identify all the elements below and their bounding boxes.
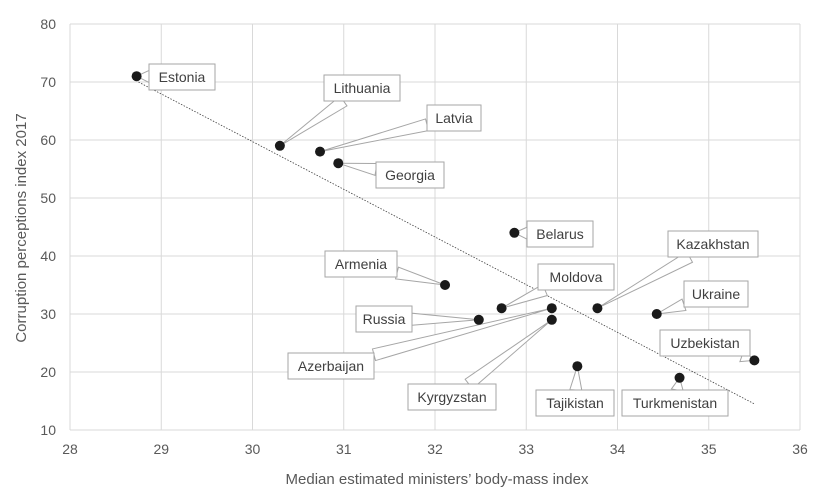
point-label: Uzbekistan bbox=[670, 335, 739, 351]
callout-box bbox=[526, 220, 594, 248]
callout-box bbox=[683, 280, 749, 308]
x-tick-label: 32 bbox=[427, 441, 443, 457]
callout-box bbox=[407, 383, 497, 411]
callout-box bbox=[426, 104, 482, 132]
data-point bbox=[546, 314, 557, 325]
callout-box bbox=[537, 263, 615, 291]
callout-box bbox=[659, 329, 751, 357]
data-point bbox=[333, 158, 344, 169]
callout-box bbox=[621, 389, 729, 417]
point-label: Moldova bbox=[550, 269, 603, 285]
y-tick-label: 30 bbox=[40, 306, 56, 322]
callout: Georgia bbox=[338, 161, 445, 189]
x-tick-label: 31 bbox=[336, 441, 352, 457]
data-point bbox=[496, 303, 507, 314]
data-point bbox=[131, 71, 142, 82]
callout-box bbox=[535, 389, 615, 417]
callout-box bbox=[324, 250, 398, 278]
data-point bbox=[749, 355, 760, 366]
y-tick-label: 60 bbox=[40, 132, 56, 148]
data-point bbox=[440, 280, 451, 290]
callout: Kyrgyzstan bbox=[407, 319, 553, 411]
point-label: Estonia bbox=[159, 69, 206, 85]
data-point bbox=[592, 303, 603, 314]
callout-box bbox=[148, 63, 216, 91]
x-tick-label: 30 bbox=[245, 441, 261, 457]
data-points bbox=[131, 71, 760, 383]
point-label: Kyrgyzstan bbox=[417, 389, 486, 405]
callout-box bbox=[667, 230, 759, 258]
point-label: Russia bbox=[363, 311, 406, 327]
point-label: Lithuania bbox=[334, 80, 391, 96]
y-tick-label: 20 bbox=[40, 364, 56, 380]
callout: Uzbekistan bbox=[659, 329, 756, 363]
data-point bbox=[473, 314, 484, 325]
point-label: Ukraine bbox=[692, 286, 740, 302]
callout: Lithuania bbox=[279, 74, 401, 147]
y-tick-label: 40 bbox=[40, 248, 56, 264]
data-point bbox=[674, 372, 685, 383]
callout: Moldova bbox=[501, 263, 615, 309]
callout: Turkmenistan bbox=[621, 376, 729, 417]
x-tick-label: 29 bbox=[153, 441, 169, 457]
point-callouts: Estonia Lithuania Latvia Georgia Belarus Arme… bbox=[135, 63, 759, 417]
callout: Ukraine bbox=[656, 280, 749, 315]
data-point bbox=[315, 146, 326, 157]
y-tick-label: 80 bbox=[40, 16, 56, 32]
point-label: Belarus bbox=[536, 226, 583, 242]
y-tick-label: 70 bbox=[40, 74, 56, 90]
point-label: Tajikistan bbox=[546, 395, 604, 411]
data-point bbox=[546, 303, 557, 314]
callout: Kazakhstan bbox=[597, 230, 759, 309]
callout-leader bbox=[319, 118, 430, 153]
callout-box bbox=[375, 161, 445, 189]
point-label: Georgia bbox=[385, 167, 435, 183]
x-tick-label: 35 bbox=[701, 441, 717, 457]
callout: Armenia bbox=[324, 250, 446, 286]
x-tick-label: 33 bbox=[518, 441, 534, 457]
x-tick-label: 36 bbox=[792, 441, 808, 457]
callout-leader bbox=[394, 266, 446, 286]
trendline bbox=[138, 81, 755, 405]
point-label: Armenia bbox=[335, 256, 387, 272]
x-axis-label: Median estimated ministers’ body-mass in… bbox=[286, 471, 589, 488]
callout-box bbox=[355, 305, 413, 333]
callout: Belarus bbox=[513, 220, 594, 248]
y-tick-label: 50 bbox=[40, 190, 56, 206]
point-label: Kazakhstan bbox=[676, 236, 749, 252]
callout-leader bbox=[279, 95, 348, 147]
point-label: Latvia bbox=[435, 110, 473, 126]
point-label: Turkmenistan bbox=[633, 395, 717, 411]
callout: Azerbaijan bbox=[287, 307, 552, 380]
callout-box bbox=[287, 352, 375, 380]
data-point bbox=[651, 309, 662, 319]
callout-leader bbox=[411, 312, 479, 326]
data-point bbox=[274, 140, 285, 151]
y-tick-label: 10 bbox=[40, 422, 56, 438]
callout: Tajikistan bbox=[535, 366, 615, 417]
callout: Latvia bbox=[319, 104, 482, 153]
point-label: Azerbaijan bbox=[298, 358, 364, 374]
data-point bbox=[572, 361, 583, 372]
tick-labels: 28 29 30 31 32 33 34 35 36 10 20 30 40 50 60 70 80 bbox=[40, 16, 808, 457]
x-tick-label: 28 bbox=[62, 441, 78, 457]
y-axis-label: Corruption perceptions index 2017 bbox=[13, 113, 30, 342]
callout-box bbox=[323, 74, 401, 102]
x-tick-label: 34 bbox=[610, 441, 626, 457]
callout: Estonia bbox=[135, 63, 216, 91]
data-point bbox=[509, 227, 520, 238]
callout: Russia bbox=[355, 305, 479, 333]
